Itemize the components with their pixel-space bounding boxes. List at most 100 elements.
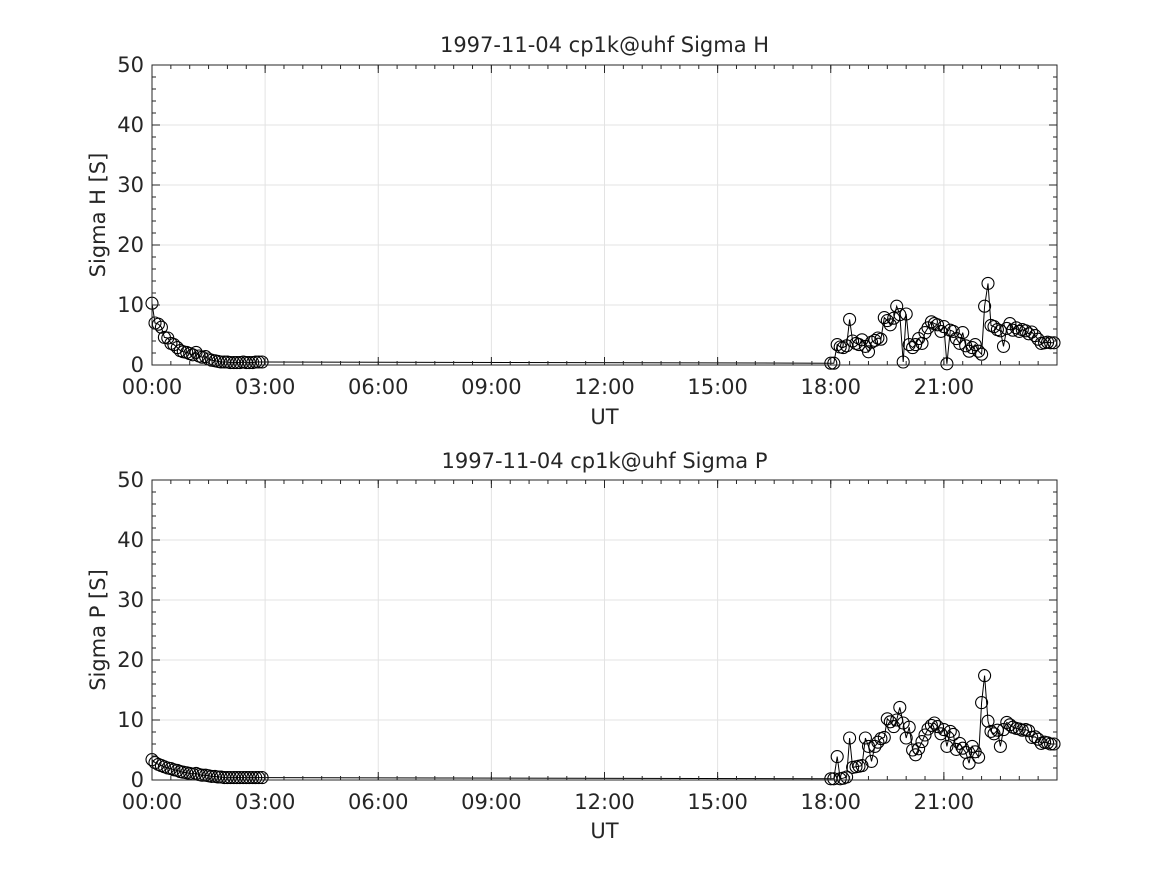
x-tick-label: 09:00: [461, 375, 522, 399]
data-point: [943, 724, 957, 738]
data-point: [1003, 718, 1017, 732]
y-tick-label: 10: [117, 708, 144, 732]
x-tick-label: 00:00: [122, 375, 183, 399]
data-point: [924, 718, 938, 732]
data-point: [996, 339, 1011, 353]
data-point: [946, 727, 960, 741]
data-point: [956, 741, 970, 755]
data-point: [924, 315, 938, 329]
y-tick-label: 10: [117, 293, 144, 317]
y-tick-label: 0: [131, 768, 144, 792]
data-point: [915, 735, 929, 749]
y-tick-label: 50: [117, 468, 144, 492]
data-point: [836, 341, 850, 355]
data-point: [255, 355, 269, 369]
data-point: [830, 338, 844, 352]
tick-labels: 00:00 03:00 06:00 09:00 12:00 15:00 18:00 21:00…: [117, 468, 974, 814]
data-point: [987, 320, 1001, 334]
data-point: [877, 730, 891, 744]
data-point: [1006, 323, 1020, 337]
data-point: [899, 307, 913, 321]
data-point: [223, 771, 237, 785]
data-point: [975, 347, 989, 361]
chart-title: 1997-11-04 cp1k@uhf Sigma H: [440, 33, 769, 57]
data-point: [1031, 332, 1045, 346]
data-point: [902, 338, 916, 352]
data-point: [906, 341, 920, 355]
y-tick-label: 0: [131, 353, 144, 377]
x-tick-label: 12:00: [574, 790, 635, 814]
y-tick-label: 50: [117, 53, 144, 77]
data-point: [148, 756, 162, 770]
data-point: [249, 771, 263, 785]
data-point: [1047, 737, 1061, 751]
y-tick-label: 40: [117, 113, 144, 137]
data-point: [861, 739, 876, 753]
x-tick-label: 15:00: [687, 790, 748, 814]
x-tick-label: 21:00: [914, 375, 975, 399]
y-tick-label: 30: [117, 588, 144, 612]
x-tick-label: 12:00: [574, 375, 635, 399]
data-point: [946, 324, 960, 338]
data-point: [864, 754, 879, 768]
data-point: [984, 724, 998, 738]
x-axis-label: UT: [590, 405, 618, 429]
data-point: [827, 356, 841, 370]
axis-ticks: [151, 64, 1058, 366]
data-point: [840, 770, 854, 784]
data-point: [242, 356, 256, 370]
grid: [152, 65, 1057, 365]
y-tick-label: 40: [117, 528, 144, 552]
data-point: [1031, 732, 1045, 746]
data-point: [880, 314, 894, 328]
y-axis-label: Sigma P [S]: [86, 569, 110, 691]
data-point: [868, 333, 882, 347]
data-point: [827, 772, 841, 786]
data-point: [846, 334, 860, 348]
data-point: [186, 348, 200, 362]
data-point: [972, 750, 986, 764]
data-point: [887, 720, 901, 734]
data-point: [883, 318, 897, 332]
data-point: [978, 299, 992, 313]
chart-title: 1997-11-04 cp1k@uhf Sigma P: [442, 449, 768, 473]
data-point: [896, 355, 910, 369]
data-point: [893, 308, 907, 322]
x-tick-label: 00:00: [122, 790, 183, 814]
data-point: [981, 276, 995, 290]
x-tick-label: 03:00: [235, 790, 296, 814]
data-point: [830, 750, 844, 764]
data-point: [205, 769, 219, 783]
data-point: [972, 344, 986, 358]
chart-panel-sigma-h: 00:00 03:00 06:00 09:00 12:00 15:00 18:00 21:00…: [86, 33, 1061, 429]
x-tick-label: 18:00: [800, 375, 861, 399]
x-tick-label: 15:00: [687, 375, 748, 399]
data-series: [145, 276, 1061, 371]
data-point: [1009, 321, 1023, 335]
data-point: [968, 338, 982, 352]
y-tick-label: 20: [117, 233, 144, 257]
data-point: [890, 299, 904, 313]
data-point: [956, 326, 970, 340]
data-point: [965, 341, 979, 355]
data-point: [855, 333, 869, 347]
y-tick-label: 20: [117, 648, 144, 672]
x-tick-label: 09:00: [461, 790, 522, 814]
data-point: [154, 320, 168, 334]
data-point: [843, 312, 857, 326]
data-point: [918, 728, 932, 742]
data-point: [880, 712, 894, 726]
data-point: [223, 356, 237, 370]
data-point: [990, 723, 1004, 737]
data-point: [242, 771, 256, 785]
data-point: [978, 669, 992, 683]
data-point: [861, 345, 876, 359]
data-point: [893, 700, 907, 714]
x-axis-label: UT: [590, 819, 618, 843]
data-point: [909, 748, 923, 762]
data-point: [909, 338, 923, 352]
data-point: [902, 720, 916, 734]
y-tick-label: 30: [117, 173, 144, 197]
tick-labels: 00:00 03:00 06:00 09:00 12:00 15:00 18:00 21:00…: [117, 53, 974, 399]
